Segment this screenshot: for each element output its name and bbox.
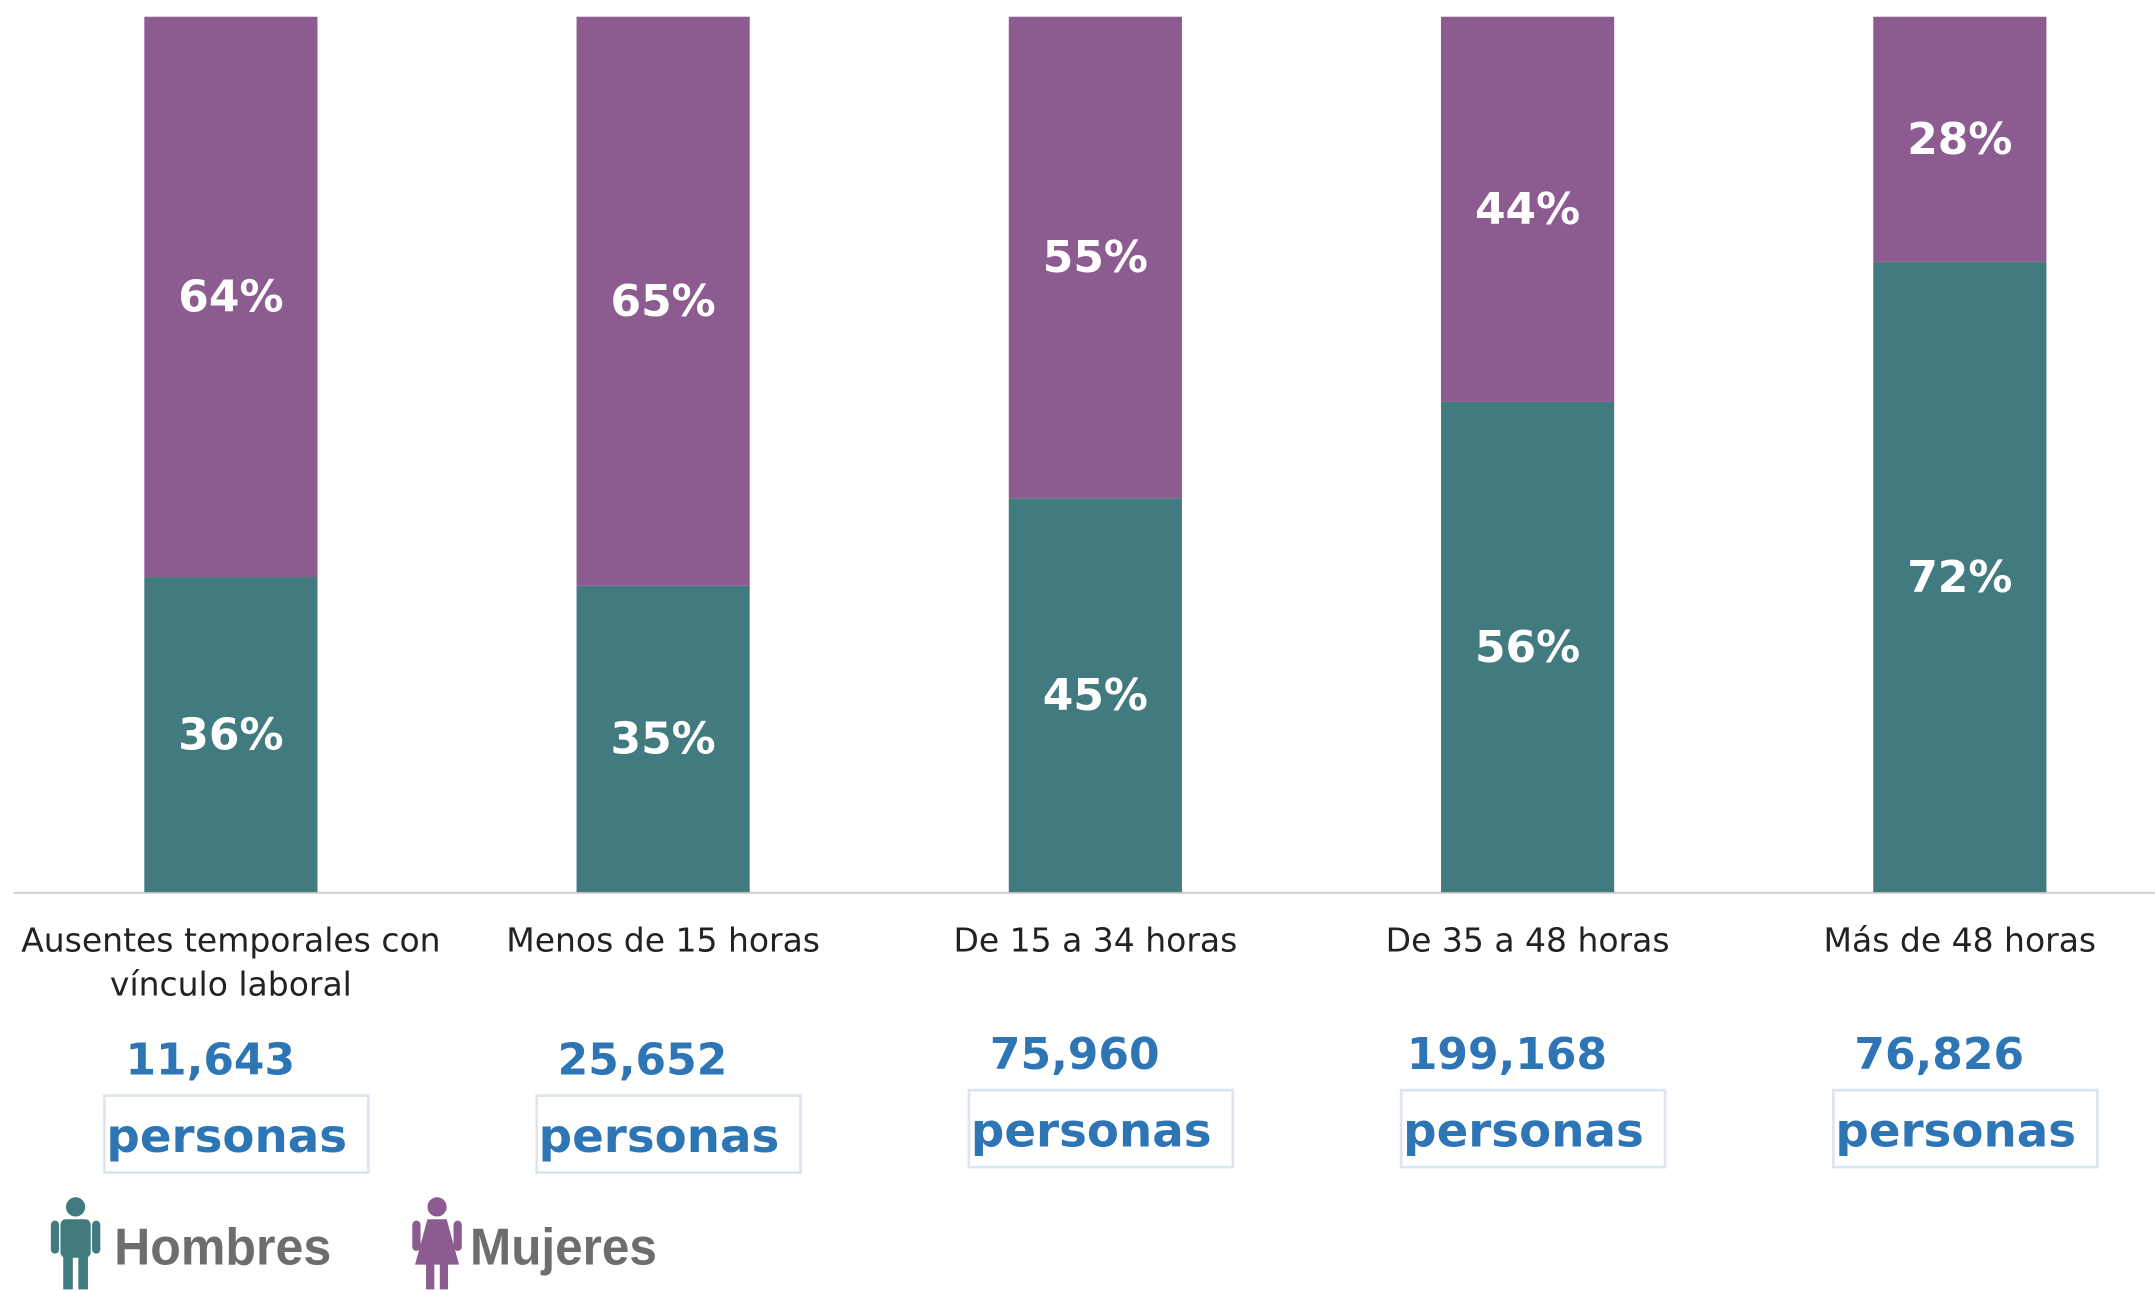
unit-box xyxy=(1399,1088,1667,1169)
bar-segment xyxy=(576,16,750,586)
bar-segment xyxy=(1441,16,1615,402)
total-label: 11,643 xyxy=(125,1035,295,1086)
x-tick-label: Más de 48 horas xyxy=(1823,921,2097,960)
unit-label: personas xyxy=(1403,1105,1644,1159)
unit-label: personas xyxy=(106,1110,347,1164)
unit-label: personas xyxy=(539,1110,780,1164)
unit-box xyxy=(967,1088,1235,1169)
unit-label: personas xyxy=(971,1105,1212,1159)
total-label: 25,652 xyxy=(558,1035,728,1086)
bar-segment xyxy=(1008,16,1182,499)
bar-segment xyxy=(1873,16,2047,262)
x-tick-label: Ausentes temporales con vínculo laboral xyxy=(21,921,441,1004)
category-label-box: De 35 a 48 horas xyxy=(1385,921,1670,960)
category-label-box: Menos de 15 horas xyxy=(506,921,821,960)
data-label: 56% xyxy=(1475,622,1580,673)
bar-segment xyxy=(1873,261,2047,893)
unit-box xyxy=(103,1094,370,1174)
x-tick-label: De 15 a 34 horas xyxy=(953,921,1238,960)
data-label: 72% xyxy=(1907,552,2012,603)
unit-box xyxy=(1832,1088,2099,1169)
data-label: 44% xyxy=(1475,184,1580,235)
total-label: 76,826 xyxy=(1854,1029,2024,1080)
legend-label: Hombres xyxy=(114,1219,331,1277)
data-label: 64% xyxy=(178,272,283,323)
bar-segment xyxy=(144,577,318,893)
data-label: 45% xyxy=(1043,670,1148,721)
data-label: 55% xyxy=(1043,232,1148,283)
unit-label: personas xyxy=(1835,1105,2076,1159)
bar-segment xyxy=(1441,401,1615,893)
bar-segment xyxy=(1008,498,1182,893)
bar-segment xyxy=(144,16,318,578)
data-label: 36% xyxy=(178,709,283,760)
category-label-box: Ausentes temporales con vínculo laboral xyxy=(21,921,441,1004)
bar-segment xyxy=(576,585,750,893)
x-tick-label: De 35 a 48 horas xyxy=(1385,921,1670,960)
data-label: 28% xyxy=(1907,114,2012,165)
unit-box xyxy=(535,1094,802,1174)
data-label: 65% xyxy=(611,276,716,327)
total-label: 199,168 xyxy=(1407,1029,1607,1080)
legend-icon-women xyxy=(412,1197,462,1290)
legend-icon-men xyxy=(50,1197,101,1290)
data-label: 35% xyxy=(611,714,716,765)
category-label-box: De 15 a 34 horas xyxy=(953,921,1238,960)
category-label-box: Más de 48 horas xyxy=(1823,921,2097,960)
x-tick-label: Menos de 15 horas xyxy=(506,921,821,960)
legend-label: Mujeres xyxy=(470,1219,657,1277)
total-label: 75,960 xyxy=(990,1029,1160,1080)
